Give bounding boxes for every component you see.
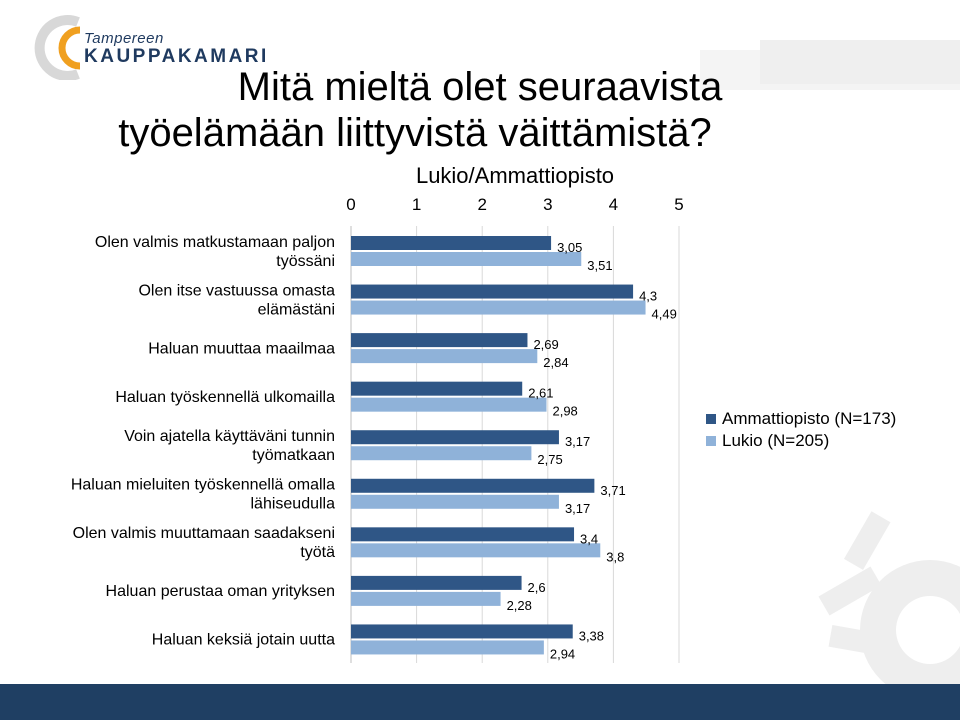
data-label: 3,05 — [557, 240, 582, 255]
data-label: 2,6 — [528, 580, 546, 595]
x-tick-label: 0 — [346, 195, 355, 214]
category-label: työtä — [300, 544, 335, 561]
bar-lukio — [351, 397, 547, 412]
category-label: Olen valmis muuttamaan saadakseni — [73, 525, 335, 542]
bar-ammattiopisto — [351, 624, 573, 639]
data-label: 2,94 — [550, 646, 575, 661]
data-label: 3,71 — [600, 483, 625, 498]
category-label: Voin ajatella käyttäväni tunnin — [124, 428, 335, 445]
bar-ammattiopisto — [351, 333, 528, 348]
category-label: Haluan muuttaa maailmaa — [148, 340, 335, 357]
page-title: Mitä mieltä olet seuraavista työelämään … — [0, 64, 960, 156]
bar-ammattiopisto — [351, 236, 552, 250]
category-label: Haluan keksiä jotain uutta — [152, 632, 335, 649]
logo-text-line1: Tampereen — [84, 30, 164, 47]
x-tick-label: 5 — [674, 195, 683, 214]
logo-emblem-icon — [34, 15, 81, 81]
chart-legend: Ammattiopisto (N=173) Lukio (N=205) — [706, 408, 896, 452]
category-label: Olen valmis matkustamaan paljon — [95, 234, 335, 251]
bar-lukio — [351, 252, 582, 266]
legend-swatch-ammattiopisto — [706, 414, 716, 424]
data-label: 3,8 — [606, 549, 624, 564]
category-label: Haluan mieluiten työskennellä omalla — [71, 477, 335, 494]
data-label: 3,38 — [579, 628, 604, 643]
category-label: elämästäni — [258, 301, 335, 318]
legend-item-ammattiopisto: Ammattiopisto (N=173) — [706, 408, 896, 430]
title-line-2: työelämään liittyvistä väittämistä? — [118, 111, 712, 155]
logo-text-line2: KAUPPAKAMARI — [84, 46, 269, 67]
category-label: Olen itse vastuussa omasta — [138, 282, 335, 299]
bar-lukio — [351, 543, 601, 558]
bar-ammattiopisto — [351, 527, 575, 542]
data-label: 2,28 — [507, 598, 532, 613]
x-tick-label: 3 — [543, 195, 552, 214]
gear-watermark-icon — [818, 511, 960, 685]
data-label: 3,51 — [587, 258, 612, 273]
data-label: 2,84 — [543, 355, 568, 370]
legend-item-lukio: Lukio (N=205) — [706, 430, 896, 452]
legend-label-ammattiopisto: Ammattiopisto (N=173) — [722, 409, 897, 428]
data-label: 3,17 — [565, 434, 590, 449]
bar-lukio — [351, 591, 501, 606]
bar-ammattiopisto — [351, 430, 559, 445]
category-labels: Olen valmis matkustamaan paljon työssäni O… — [71, 234, 335, 649]
gridlines — [350, 226, 680, 663]
bars — [351, 236, 646, 655]
bar-ammattiopisto — [351, 284, 634, 299]
data-label: 4,49 — [652, 307, 677, 322]
title-line-1: Mitä mieltä olet seuraavista — [237, 65, 723, 109]
x-axis-ticks: 0 1 2 3 4 5 — [346, 195, 683, 214]
bar-ammattiopisto — [351, 575, 522, 590]
x-tick-label: 4 — [609, 195, 618, 214]
footer-bar — [0, 684, 960, 720]
bar-lukio — [351, 349, 538, 364]
legend-swatch-lukio — [706, 436, 716, 446]
bar-lukio — [351, 300, 646, 315]
data-labels: 3,053,514,34,492,692,842,612,983,172,753… — [507, 240, 677, 661]
category-label: työssäni — [276, 253, 335, 270]
company-logo — [28, 14, 258, 81]
data-label: 2,98 — [552, 404, 577, 419]
category-label: työmatkaan — [252, 447, 335, 464]
chart-title: Lukio/Ammattiopisto — [415, 163, 615, 188]
bar-lukio — [351, 446, 532, 461]
category-label: Haluan työskennellä ulkomailla — [115, 389, 335, 406]
category-label: lähiseudulla — [250, 496, 335, 513]
data-label: 2,69 — [533, 337, 558, 352]
bar-lukio — [351, 494, 559, 509]
x-tick-label: 1 — [412, 195, 421, 214]
category-label: Haluan perustaa oman yrityksen — [106, 583, 335, 600]
data-label: 2,61 — [528, 386, 553, 401]
header-decoration — [700, 40, 960, 90]
bar-ammattiopisto — [351, 478, 595, 493]
legend-label-lukio: Lukio (N=205) — [722, 431, 830, 450]
data-label: 3,17 — [565, 501, 590, 516]
data-label: 3,4 — [580, 531, 598, 546]
data-label: 4,3 — [639, 289, 657, 304]
bar-ammattiopisto — [351, 381, 523, 396]
data-label: 2,75 — [537, 452, 562, 467]
x-tick-label: 2 — [477, 195, 486, 214]
bar-lukio — [351, 640, 544, 655]
